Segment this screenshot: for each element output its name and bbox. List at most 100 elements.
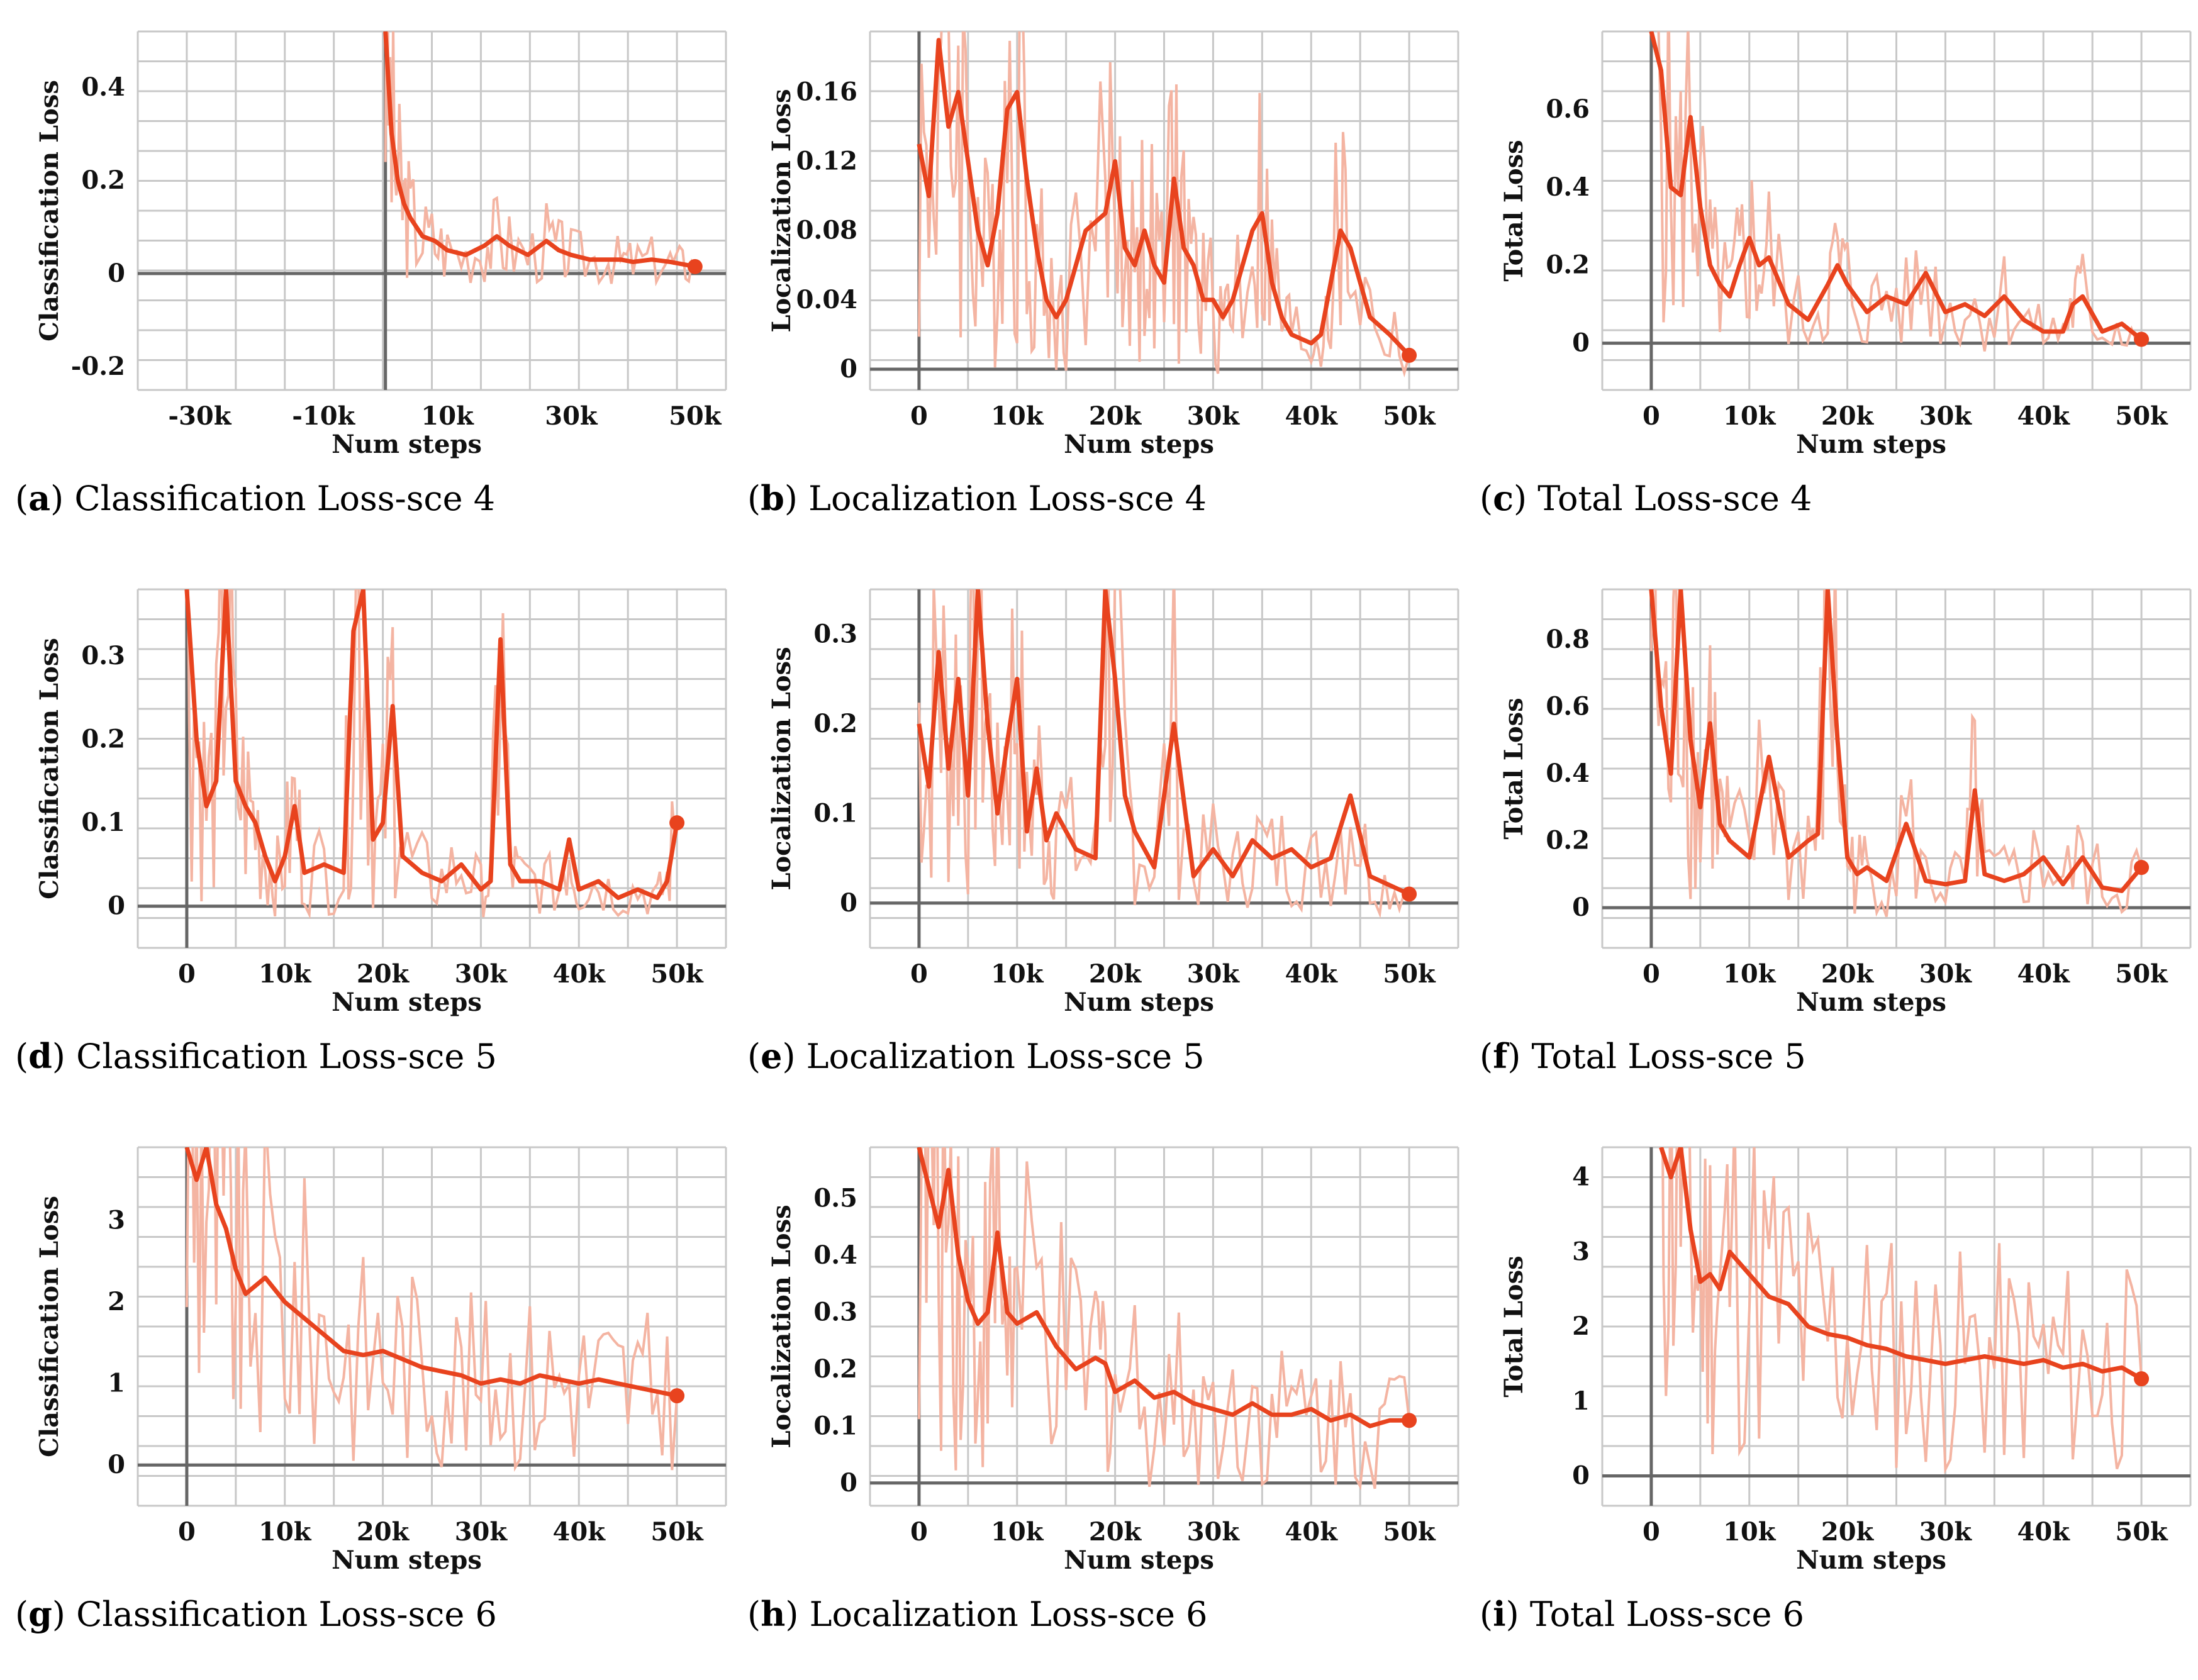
x-axis-label: Num steps [1796,1545,1946,1575]
y-tick-label: 0.08 [796,216,857,245]
caption-f: (f) Total Loss-sce 5 [1480,1036,1806,1076]
raw-series-line [1661,1147,2143,1474]
series-line [1649,31,2143,342]
x-axis-label: Num steps [1064,430,1214,459]
end-point [669,815,685,831]
raw-series-line [917,589,1410,919]
caption-b: (b) Localization Loss-sce 4 [747,478,1207,518]
caption-title: Localization Loss-sce 5 [806,1037,1205,1076]
y-axis-label: Total Loss [1499,140,1529,281]
end-point [669,1388,685,1404]
x-tick-label: 40k [2017,959,2071,989]
raw-series-line [384,31,696,287]
y-axis-label: Localization Loss [767,1204,796,1448]
caption-title: Classification Loss-sce 5 [76,1037,497,1076]
y-tick-label: 0.6 [1546,94,1590,124]
y-tick-label: 3 [1572,1237,1590,1266]
x-tick-label: 40k [1285,1517,1339,1547]
series-line [383,31,696,269]
caption-letter: a [28,478,51,518]
y-tick-label: 0.3 [813,619,857,648]
y-tick-label: 0.12 [796,147,857,176]
y-tick-label: 0 [108,891,125,921]
y-tick-label: 0.2 [813,709,857,738]
y-axis-label: Classification Loss [35,638,64,899]
chart-b: 0 10k 20k 30k 40k 50k 0 0.04 0.08 0.12 0.16 Num ste… [767,30,1459,459]
x-tick-label: 50k [669,401,722,431]
y-tick-label: 0 [840,354,857,384]
x-axis-label: Num steps [332,987,482,1017]
y-tick-label: 0.1 [813,1411,857,1440]
x-tick-label: 40k [553,1517,606,1547]
y-tick-label: 0 [1572,1461,1590,1491]
end-point [1402,1413,1417,1428]
series-line [1649,589,2143,893]
x-tick-label: 30k [1187,959,1241,989]
y-tick-label: 0.6 [1546,691,1590,721]
raw-series-line [917,31,1411,378]
y-tick-label: 3 [108,1206,125,1235]
caption-letter: d [28,1036,52,1076]
raw-series-line [185,1147,679,1472]
x-tick-label: 20k [357,1517,410,1547]
x-tick-label: 30k [1919,401,1973,431]
x-tick-label: 0 [1643,401,1660,431]
caption-title: Classification Loss-sce 4 [74,479,496,518]
caption-h: (h) Localization Loss-sce 6 [747,1594,1208,1634]
caption-title: Localization Loss-sce 6 [809,1594,1208,1634]
end-point [687,259,703,274]
x-tick-label: 0 [1643,959,1660,989]
x-tick-label: 30k [1919,1517,1973,1547]
panel-a: -30k -10k 10k 30k 50k -0.2 0 0.2 0.4 Num steps Cla… [3,6,735,564]
chart-h: 0 10k 20k 30k 40k 50k 0 0.1 0.2 0.3 0.4 0.5 Num step… [767,1146,1459,1575]
caption-title: Total Loss-sce 5 [1531,1037,1806,1076]
y-axis-label: Localization Loss [767,647,796,890]
caption-letter: h [761,1594,786,1634]
y-axis-label: Classification Loss [35,1196,64,1457]
x-tick-label: 0 [178,959,196,989]
series-line [184,589,679,900]
series-line [917,589,1410,896]
chart-c: 0 10k 20k 30k 40k 50k 0 0.2 0.4 0.6 Num steps Total… [1499,30,2192,459]
end-point [2134,860,2150,876]
x-tick-label: 0 [910,959,928,989]
grid [137,1146,727,1507]
x-tick-label: 50k [650,959,704,989]
x-axis-label: Num steps [1796,987,1946,1017]
x-tick-label: 40k [1285,959,1339,989]
x-tick-label: 50k [2115,401,2168,431]
x-tick-label: 10k [259,1517,312,1547]
y-tick-label: 0 [1572,893,1590,922]
x-tick-label: 20k [1089,1517,1142,1547]
chart-f: 0 10k 20k 30k 40k 50k 0 0.2 0.4 0.6 0.8 Num steps To… [1499,588,2192,1017]
caption-d: (d) Classification Loss-sce 5 [15,1036,497,1076]
series-line [1659,1147,2143,1381]
x-tick-label: 10k [991,1517,1044,1547]
x-tick-label: 40k [1285,401,1339,431]
end-point [2134,331,2150,347]
panel-d: 0 10k 20k 30k 40k 50k 0 0.1 0.2 0.3 Num steps Class… [3,564,735,1122]
y-tick-label: 0 [108,1450,125,1479]
caption-letter: g [28,1594,52,1634]
x-tick-label: 40k [2017,401,2071,431]
y-tick-label: 0.4 [1546,759,1590,788]
end-point [1402,886,1417,902]
y-tick-label: 0 [840,1468,857,1498]
x-tick-label: 10k [1723,1517,1777,1547]
caption-title: Localization Loss-sce 4 [808,479,1207,518]
x-tick-label: 20k [1089,959,1142,989]
x-tick-label: -10k [292,401,355,431]
caption-a: (a) Classification Loss-sce 4 [15,478,496,518]
panel-h: 0 10k 20k 30k 40k 50k 0 0.1 0.2 0.3 0.4 0.5 Num step… [735,1122,1467,1680]
x-tick-label: 40k [553,959,606,989]
y-tick-label: 2 [1572,1311,1590,1341]
series-line [184,1147,678,1398]
y-tick-label: 0.3 [813,1297,857,1327]
raw-series-line [186,589,679,920]
caption-e: (e) Localization Loss-sce 5 [747,1036,1205,1076]
y-tick-label: -0.2 [71,352,125,381]
x-tick-label: 50k [2115,959,2168,989]
x-tick-label: 30k [1187,401,1241,431]
chart-g: 0 10k 20k 30k 40k 50k 0 1 2 3 Num steps Classificat… [35,1146,727,1575]
y-tick-label: 0.8 [1546,625,1590,654]
